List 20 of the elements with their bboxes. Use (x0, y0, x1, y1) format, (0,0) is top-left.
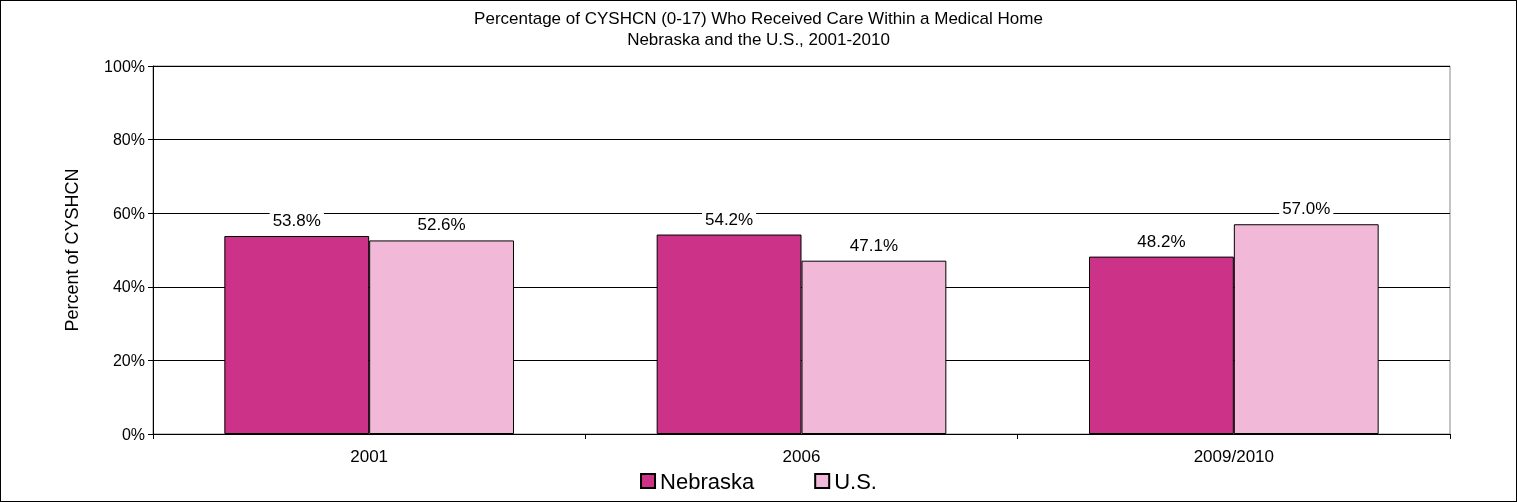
data-label: 57.0% (1282, 199, 1331, 219)
legend-label: U.S. (834, 468, 877, 494)
y-tick-label: 100% (104, 57, 145, 75)
x-tick-label: 2009/2010 (1193, 447, 1275, 466)
data-label: 47.1% (849, 235, 899, 255)
legend-label: Nebraska (660, 468, 755, 494)
chart-subtitle: Nebraska and the U.S., 2001-2010 (627, 30, 890, 49)
data-label: 48.2% (1137, 231, 1186, 251)
y-tick-label: 80% (112, 131, 145, 149)
y-tick-label: 0% (121, 425, 145, 443)
x-tick-label: 2006 (782, 447, 821, 466)
y-tick-label: 60% (112, 204, 145, 222)
x-tick-label: 2001 (350, 447, 389, 466)
y-tick-label: 40% (112, 278, 145, 296)
data-label: 52.6% (417, 215, 466, 235)
chart-title: Percentage of CYSHCN (0-17) Who Received Care Within a Medical Home (474, 9, 1043, 28)
y-axis-title: Percent of CYSHCN (62, 168, 82, 332)
data-label: 54.2% (704, 209, 754, 229)
y-tick-label: 20% (112, 351, 145, 369)
data-label: 53.8% (272, 211, 321, 231)
